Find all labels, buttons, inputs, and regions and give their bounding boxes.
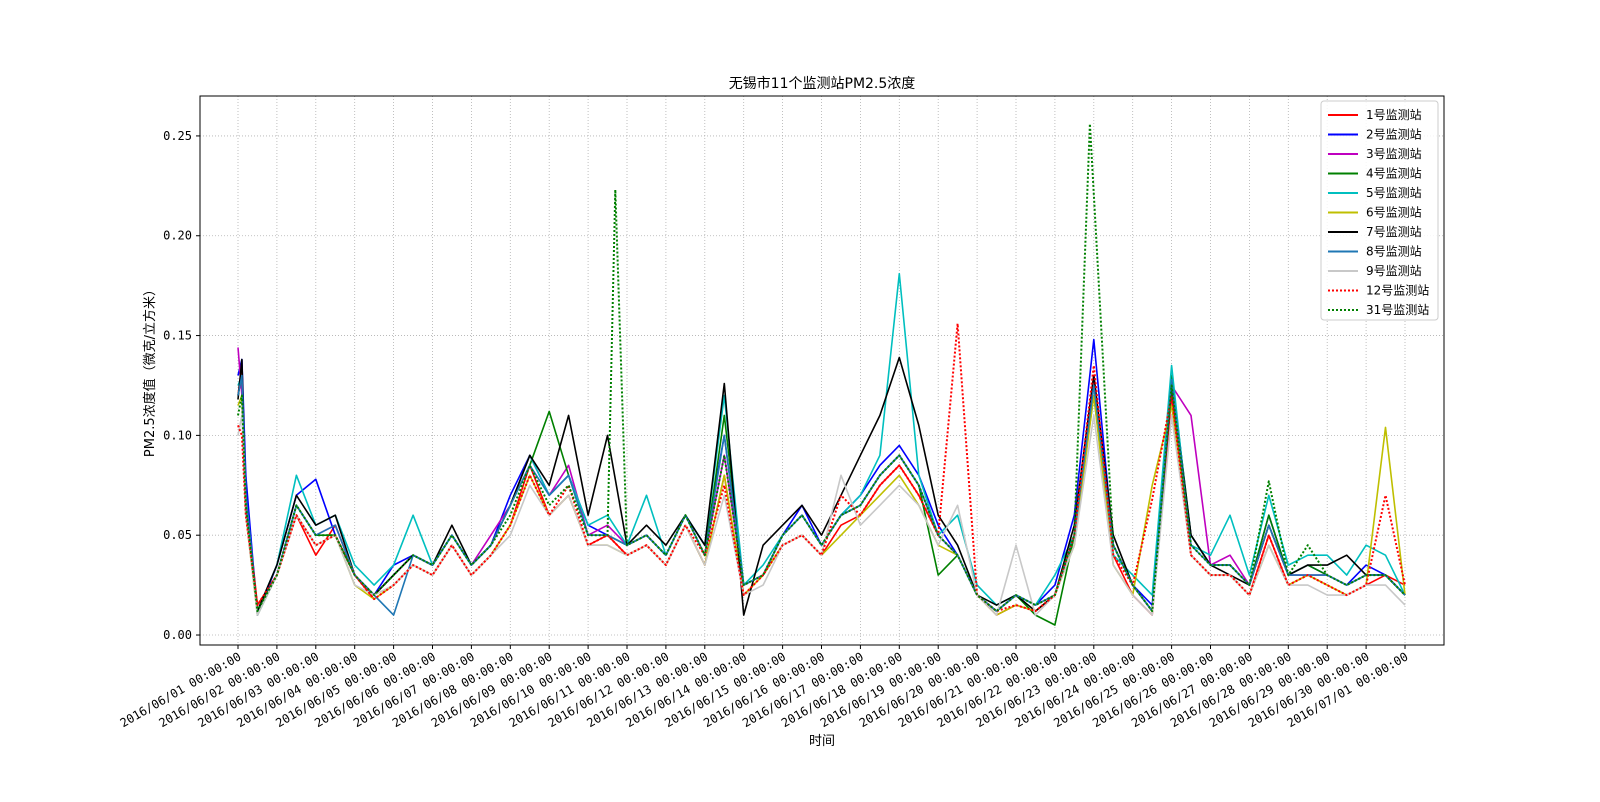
series-line-8 <box>237 374 1406 616</box>
legend-label: 3号监测站 <box>1366 147 1422 161</box>
series-line-7 <box>237 356 1406 616</box>
legend-label: 5号监测站 <box>1366 186 1422 200</box>
y-tick-label: 0.15 <box>163 329 192 343</box>
series-line-9 <box>237 414 1406 616</box>
series-line-11 <box>237 122 1406 613</box>
y-tick-label: 0.05 <box>163 528 192 542</box>
y-tick-label: 0.20 <box>163 229 192 243</box>
legend-label: 1号监测站 <box>1366 108 1422 122</box>
y-tick-label: 0.25 <box>163 129 192 143</box>
y-axis-title: PM2.5浓度值（微克/立方米） <box>142 283 158 457</box>
legend-label: 31号监测站 <box>1366 303 1429 317</box>
plot-series <box>237 122 1406 626</box>
y-tick-label: 0.10 <box>163 428 192 442</box>
legend: 1号监测站 2号监测站 3号监测站 4号监测站 5号监测站 6号监测站 7号监测站 8号监测站… <box>1320 100 1439 321</box>
legend-label: 12号监测站 <box>1366 284 1429 298</box>
legend-label: 6号监测站 <box>1366 206 1422 220</box>
chart-title: 无锡市11个监测站PM2.5浓度 <box>729 75 916 92</box>
legend-label: 8号监测站 <box>1366 245 1422 259</box>
legend-label: 9号监测站 <box>1366 264 1422 278</box>
x-axis-title: 时间 <box>809 734 835 749</box>
legend-label: 2号监测站 <box>1366 128 1422 142</box>
legend-label: 4号监测站 <box>1366 167 1422 181</box>
legend-box <box>1320 100 1439 321</box>
y-axis: 0.00 0.05 0.10 0.15 0.20 0.25 <box>163 129 200 642</box>
legend-label: 7号监测站 <box>1366 225 1422 239</box>
y-tick-label: 0.00 <box>163 628 192 642</box>
